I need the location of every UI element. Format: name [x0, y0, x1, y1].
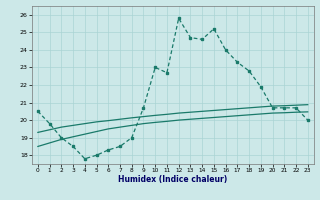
X-axis label: Humidex (Indice chaleur): Humidex (Indice chaleur): [118, 175, 228, 184]
